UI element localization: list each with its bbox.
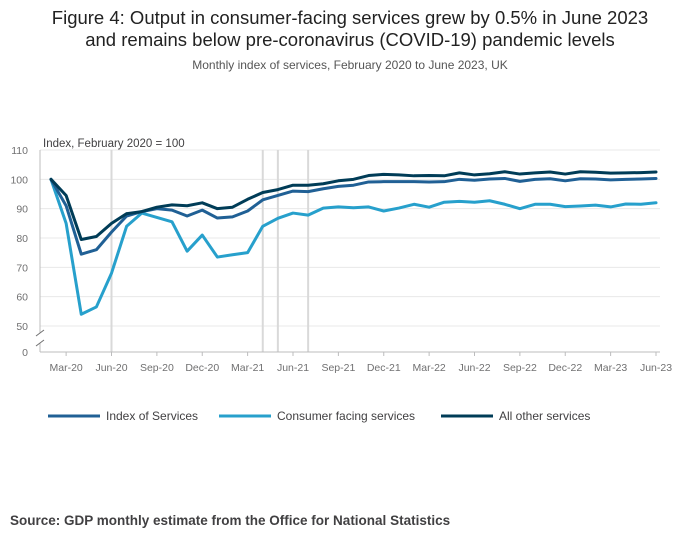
y-tick-label: 80 — [16, 233, 28, 245]
x-tick-label: Sep-21 — [321, 362, 355, 374]
x-tick-label: Dec-22 — [548, 362, 582, 374]
y-tick-label: 110 — [11, 145, 28, 157]
x-tick-label: Dec-20 — [185, 362, 219, 374]
series-lines — [49, 170, 658, 316]
series-line-consumer-facing-services — [49, 177, 658, 316]
source-note: Source: GDP monthly estimate from the Of… — [10, 513, 451, 528]
x-tick-label: Mar-23 — [594, 362, 627, 374]
legend: Index of Services Consumer facing service… — [48, 409, 590, 423]
x-tick-label: Mar-21 — [231, 362, 264, 374]
x-tick-label: Jun-22 — [458, 362, 490, 374]
axes: 0 50 60 70 80 90 100 110 Index, February 2020 = … — [10, 138, 672, 374]
axis-break-mark — [35, 329, 45, 337]
chart-subtitle: Monthly index of services, February 2020… — [192, 58, 508, 72]
y-tick-label: 50 — [16, 321, 28, 333]
x-tick-label: Jun-21 — [277, 362, 309, 374]
series-line-index-of-services — [49, 176, 658, 256]
chart-title-line-2: and remains below pre-coronavirus (COVID… — [85, 29, 615, 50]
y-tick-label: 0 — [22, 347, 28, 359]
y-tick-label: 90 — [16, 204, 28, 216]
x-tick-label: Sep-22 — [503, 362, 537, 374]
chart-title-line-1: Figure 4: Output in consumer-facing serv… — [51, 7, 649, 28]
x-tick-label: Mar-22 — [412, 362, 445, 374]
x-tick-label: Jun-23 — [640, 362, 672, 374]
legend-label: Consumer facing services — [277, 409, 415, 423]
legend-label: All other services — [499, 409, 590, 423]
chart-title: Figure 4: Output in consumer-facing serv… — [0, 7, 700, 51]
y-tick-label: 70 — [16, 262, 28, 274]
x-tick-label: Mar-20 — [49, 362, 82, 374]
x-tick-label: Sep-20 — [140, 362, 174, 374]
gridlines — [40, 149, 660, 327]
legend-label: Index of Services — [106, 409, 198, 423]
x-tick-label: Dec-21 — [367, 362, 401, 374]
reference-lines — [110, 150, 310, 352]
axis-break-mark — [35, 339, 45, 347]
y-axis-label: Index, February 2020 = 100 — [43, 138, 185, 150]
y-tick-label: 60 — [16, 292, 28, 304]
series-line-all-other-services — [49, 170, 658, 241]
y-tick-label: 100 — [10, 174, 28, 186]
line-chart: 0 50 60 70 80 90 100 110 Index, February 2020 = … — [10, 138, 672, 423]
x-tick-label: Jun-20 — [95, 362, 127, 374]
